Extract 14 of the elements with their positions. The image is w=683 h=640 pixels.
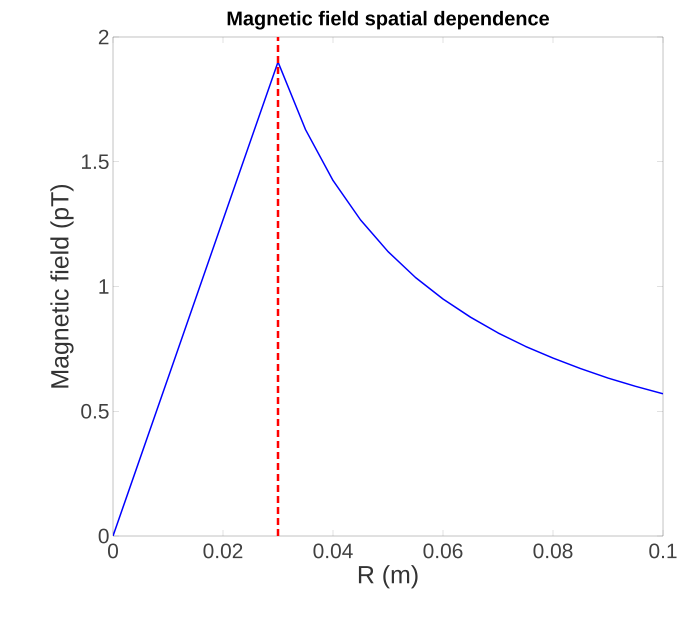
x-axis-title: R (m) <box>358 565 418 588</box>
chart-title: Magnetic field spatial dependence <box>228 10 549 30</box>
y-tick-label: 0.5 <box>81 404 109 419</box>
y-tick-label: 0 <box>98 528 109 544</box>
y-tick-label: 1.5 <box>82 154 109 170</box>
x-tick-label: 0.1 <box>649 544 677 558</box>
x-tick-label: 0.08 <box>533 544 572 558</box>
line-series <box>113 61 664 536</box>
x-tick-label: 0.06 <box>423 544 462 558</box>
y-tick-label: 2 <box>98 30 108 44</box>
x-tick-label: 0.04 <box>313 544 353 558</box>
x-tick-label: 0.02 <box>203 544 242 558</box>
y-tick-label: 1 <box>99 279 108 294</box>
y-axis-title: Magnetic field (pT) <box>50 184 74 388</box>
